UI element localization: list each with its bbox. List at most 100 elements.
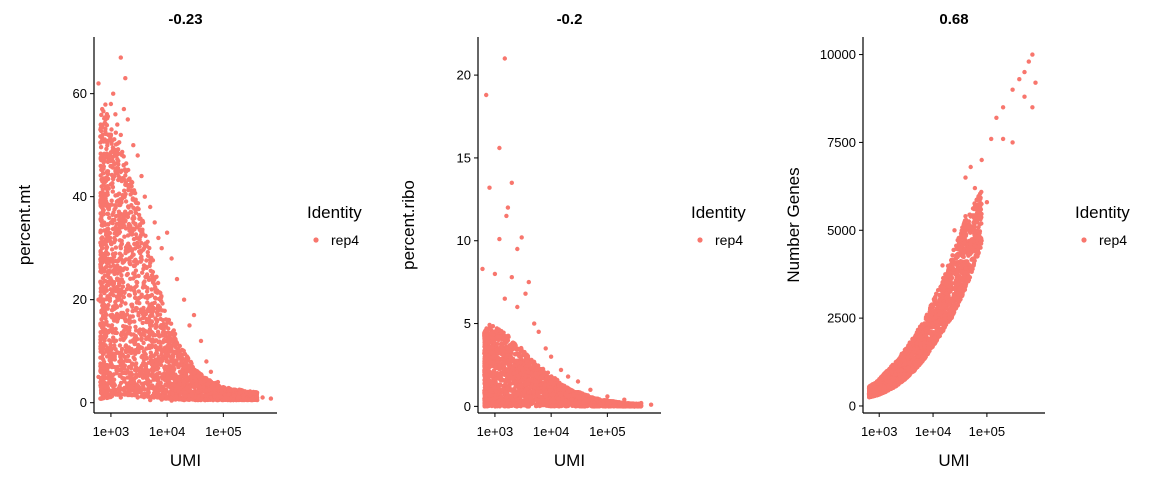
x-tick-label: 1e+05	[205, 424, 242, 439]
cloud-point	[103, 232, 109, 238]
cloud-point	[98, 269, 103, 274]
cloud-point	[140, 320, 145, 326]
cloud-point	[162, 376, 167, 382]
cloud-point	[145, 253, 151, 258]
cloud-point	[518, 347, 523, 352]
data-point	[125, 271, 130, 277]
cloud-point	[110, 259, 115, 265]
x-tick-label: 1e+04	[149, 424, 186, 439]
cloud-point	[116, 390, 122, 395]
cloud-point	[124, 381, 130, 386]
data-point	[181, 297, 187, 302]
cloud-point	[110, 287, 115, 292]
cloud-point	[154, 372, 160, 377]
cloud-point	[150, 393, 156, 399]
cloud-point	[162, 365, 167, 370]
cloud-point	[126, 221, 132, 227]
cloud-point	[110, 326, 115, 332]
data-point	[191, 312, 197, 318]
cloud-point	[201, 384, 206, 390]
data-point	[103, 385, 108, 390]
cloud-point	[146, 307, 151, 312]
cloud-point	[99, 112, 104, 118]
cloud-point	[118, 372, 123, 377]
data-point	[231, 387, 236, 392]
cloud-point	[99, 310, 104, 315]
cloud-point	[145, 393, 151, 399]
cloud-point	[254, 391, 259, 396]
cloud-point	[128, 339, 133, 344]
cloud-point	[113, 142, 119, 147]
cloud-point	[160, 318, 166, 323]
data-point	[118, 132, 124, 138]
cloud-point	[106, 171, 111, 177]
cloud-point	[107, 152, 113, 158]
cloud-point	[139, 240, 144, 246]
cloud-point	[102, 228, 107, 233]
cloud-point	[113, 193, 118, 198]
cloud-point	[187, 396, 192, 402]
cloud-point	[129, 365, 134, 371]
cloud-point	[99, 135, 105, 140]
cloud-point	[114, 276, 120, 281]
cloud-point	[169, 359, 175, 364]
cloud-point	[149, 302, 154, 308]
cloud-point	[107, 296, 113, 301]
cloud-point	[100, 209, 106, 214]
cloud-point	[174, 358, 179, 363]
cloud-point	[139, 257, 144, 262]
cloud-point	[150, 258, 156, 263]
cloud-point	[101, 298, 106, 303]
cloud-point	[231, 393, 237, 398]
cloud-point	[120, 260, 126, 265]
cloud-point	[129, 232, 135, 237]
cloud-point	[118, 197, 123, 202]
data-point	[131, 143, 136, 148]
cloud-point	[106, 205, 112, 210]
cloud-point	[110, 226, 116, 232]
cloud-point	[116, 158, 121, 164]
cloud-point	[160, 301, 165, 306]
cloud-point	[140, 312, 146, 317]
cloud-point	[128, 209, 133, 215]
data-point	[96, 297, 101, 302]
cloud-point	[112, 203, 118, 208]
cloud-point	[184, 354, 190, 359]
cloud-point	[166, 326, 171, 331]
cloud-point	[112, 351, 117, 357]
cloud-point	[112, 364, 117, 370]
cloud-point	[158, 387, 163, 392]
cloud-point	[166, 384, 171, 389]
cloud-point	[513, 343, 518, 348]
cloud-point	[100, 342, 105, 347]
cloud-point	[204, 393, 209, 398]
cloud-point	[123, 301, 128, 306]
data-point	[113, 390, 118, 395]
cloud-point	[125, 358, 130, 363]
cloud-point	[154, 317, 159, 322]
cloud-point	[130, 190, 135, 195]
cloud-point	[121, 365, 126, 370]
cloud-point	[207, 378, 213, 383]
cloud-point	[136, 273, 141, 279]
cloud-point	[128, 314, 133, 319]
cloud-point	[179, 359, 184, 364]
data-point	[268, 396, 274, 401]
cloud-point	[100, 307, 106, 312]
cloud-point	[218, 394, 223, 399]
cloud-point	[146, 275, 151, 280]
cloud-point	[113, 214, 119, 219]
cloud-point	[241, 393, 246, 398]
cloud-point	[98, 145, 104, 150]
cloud-point	[170, 353, 175, 358]
cloud-point	[98, 264, 104, 269]
cloud-point	[171, 362, 176, 368]
cloud-point	[111, 345, 117, 351]
cloud-point	[131, 236, 137, 242]
cloud-point	[125, 308, 130, 313]
cloud-point	[142, 279, 147, 284]
cloud-point	[111, 263, 116, 268]
data-point	[121, 106, 127, 112]
cloud-point	[100, 351, 106, 357]
